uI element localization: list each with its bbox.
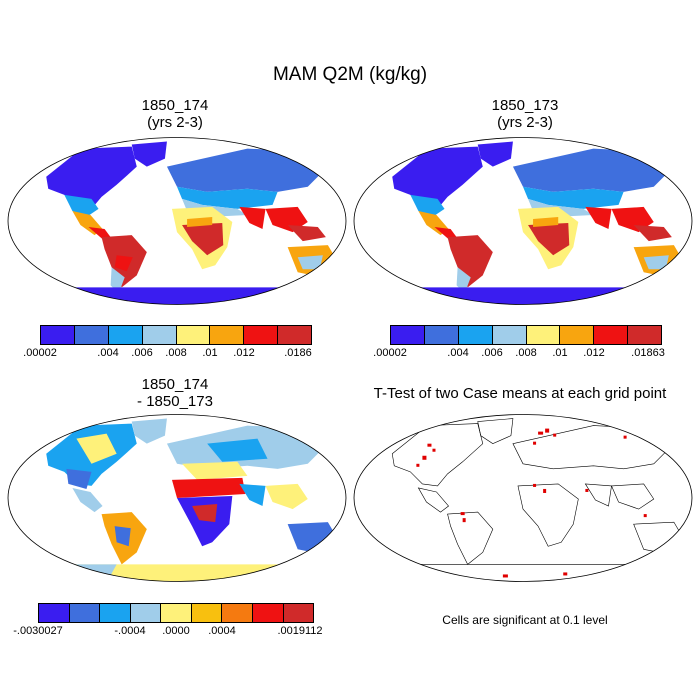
- colorbar-swatch: [628, 326, 661, 344]
- panel-2-title: 1850_173 (yrs 2-3): [491, 97, 559, 131]
- colorbar-1-tick: .012: [233, 347, 255, 359]
- colorbar-swatch: [74, 326, 109, 344]
- panel-3-title: 1850_174 - 1850_173: [137, 376, 213, 410]
- colorbar-swatch: [191, 604, 223, 622]
- colorbar-swatch: [391, 326, 425, 344]
- colorbar-2-tick: .00002: [373, 347, 407, 359]
- colorbar-2-tick: .004: [447, 347, 469, 359]
- colorbar-swatch: [176, 326, 211, 344]
- colorbar-2-tick: .008: [515, 347, 537, 359]
- map-panel-4-ttest: [353, 414, 693, 582]
- colorbar-3-tick: .0004: [208, 625, 236, 637]
- map-panel-3-difference: [7, 414, 347, 582]
- colorbar-1-tick: .0186: [284, 347, 312, 359]
- colorbar-1-tick: .004: [97, 347, 119, 359]
- colorbar-2-tick: .01: [552, 347, 568, 359]
- colorbar-1-tick: .006: [131, 347, 153, 359]
- colorbar-swatch: [458, 326, 493, 344]
- colorbar-2-tick: .006: [481, 347, 503, 359]
- colorbar-swatch: [130, 604, 162, 622]
- colorbar-3-tick: -.0030027: [13, 625, 63, 637]
- colorbar-swatch: [244, 326, 279, 344]
- colorbar-panel-1: [40, 325, 312, 345]
- panel-1-title: 1850_174 (yrs 2-3): [141, 97, 209, 131]
- colorbar-swatch: [69, 604, 101, 622]
- colorbar-swatch: [161, 604, 192, 622]
- colorbar-swatch: [210, 326, 245, 344]
- colorbar-swatch: [424, 326, 459, 344]
- map-panel-1: [7, 137, 347, 305]
- colorbar-swatch: [100, 604, 131, 622]
- colorbar-3-tick: .0019112: [277, 625, 323, 637]
- colorbar-swatch: [142, 326, 177, 344]
- colorbar-2-tick: .01863: [631, 347, 665, 359]
- colorbar-swatch: [39, 604, 70, 622]
- colorbar-swatch: [560, 326, 595, 344]
- colorbar-swatch: [252, 604, 284, 622]
- colorbar-swatch: [41, 326, 75, 344]
- colorbar-panel-3: [38, 603, 314, 623]
- colorbar-swatch: [526, 326, 561, 344]
- panel-4-title: T-Test of two Case means at each grid po…: [373, 385, 667, 402]
- colorbar-swatch: [594, 326, 629, 344]
- significance-note: Cells are significant at 0.1 level: [442, 613, 608, 627]
- colorbar-1-tick: .00002: [23, 347, 57, 359]
- colorbar-swatch: [283, 604, 314, 622]
- colorbar-2-tick: .012: [583, 347, 605, 359]
- colorbar-swatch: [108, 326, 143, 344]
- colorbar-3-tick: .0000: [162, 625, 190, 637]
- colorbar-swatch: [278, 326, 311, 344]
- colorbar-panel-2: [390, 325, 662, 345]
- figure-title: MAM Q2M (kg/kg): [272, 64, 428, 85]
- colorbar-swatch: [222, 604, 253, 622]
- map-panel-2: [353, 137, 693, 305]
- colorbar-1-tick: .008: [165, 347, 187, 359]
- colorbar-3-tick: -.0004: [114, 625, 146, 637]
- colorbar-swatch: [492, 326, 527, 344]
- colorbar-1-tick: .01: [202, 347, 218, 359]
